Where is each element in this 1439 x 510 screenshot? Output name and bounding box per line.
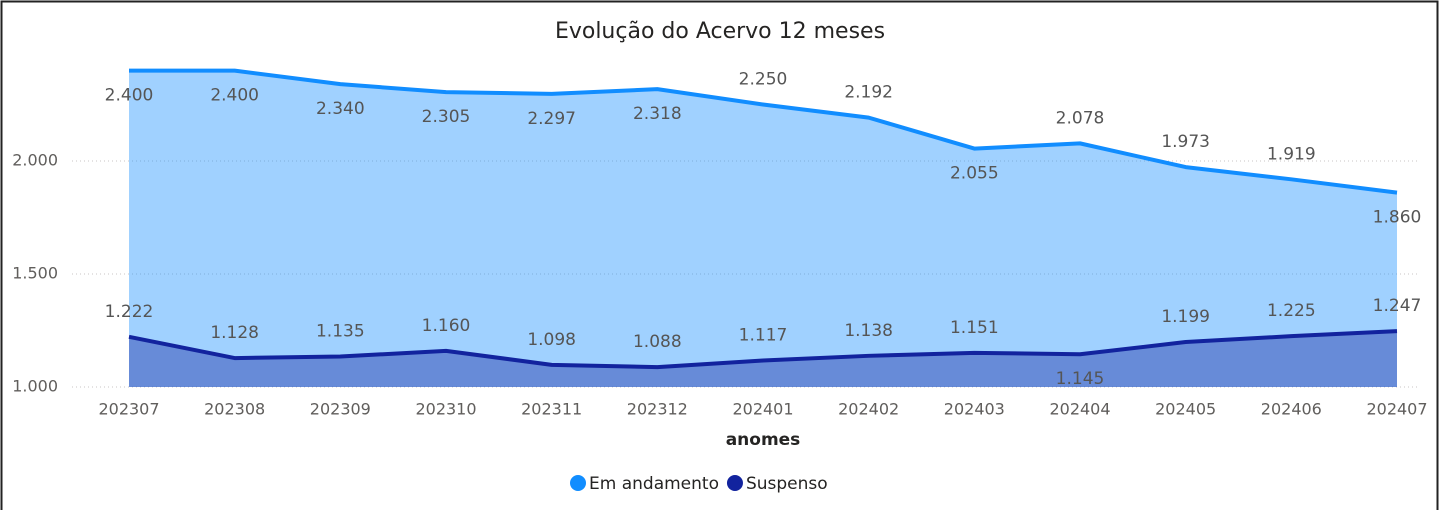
- area: [129, 70, 1397, 387]
- data-label: 2.318: [633, 104, 682, 124]
- x-tick-label: 202311: [521, 400, 582, 419]
- data-label: 1.135: [316, 321, 365, 341]
- data-label: 1.247: [1373, 296, 1422, 316]
- x-tick-label: 202312: [627, 400, 688, 419]
- x-tick-label: 202406: [1261, 400, 1322, 419]
- data-label: 2.340: [316, 99, 365, 119]
- chart-title: Evolução do Acervo 12 meses: [555, 19, 885, 44]
- legend-label: Em andamento: [589, 474, 719, 494]
- x-tick-label: 202307: [98, 400, 159, 419]
- data-label: 2.305: [422, 107, 471, 127]
- data-label: 2.400: [105, 86, 154, 106]
- data-label: 2.078: [1056, 108, 1105, 128]
- data-label: 1.160: [422, 316, 471, 336]
- x-tick-label: 202407: [1366, 400, 1427, 419]
- x-tick-label: 202402: [838, 400, 899, 419]
- x-tick-label: 202308: [204, 400, 265, 419]
- data-label: 1.151: [950, 318, 999, 338]
- line: [129, 68, 1398, 195]
- data-label: 1.199: [1161, 307, 1210, 327]
- data-label: 2.055: [950, 164, 999, 184]
- legend-marker: [570, 475, 586, 491]
- data-label: 1.860: [1373, 208, 1422, 228]
- x-tick-label: 202405: [1155, 400, 1216, 419]
- legend-marker: [726, 475, 743, 491]
- data-label: 1.919: [1267, 144, 1316, 164]
- data-label: 1.117: [739, 326, 788, 346]
- line: [128, 329, 1398, 370]
- data-label: 1.138: [844, 321, 893, 341]
- area: [129, 331, 1397, 387]
- data-label: 1.098: [527, 330, 576, 350]
- data-label: 2.192: [844, 83, 893, 103]
- x-axis-label: anomes: [726, 430, 801, 450]
- x-tick-label: 202309: [310, 400, 371, 419]
- data-label: 1.088: [633, 332, 682, 352]
- legend-label: Suspenso: [746, 474, 828, 494]
- data-label: 1.145: [1056, 369, 1105, 389]
- y-tick-label: 1.500: [12, 264, 58, 283]
- x-tick-label: 202404: [1049, 400, 1110, 419]
- y-tick-label: 1.000: [12, 377, 58, 396]
- x-tick-label: 202403: [944, 400, 1005, 419]
- data-label: 1.128: [210, 323, 259, 343]
- x-tick-label: 202310: [415, 400, 476, 419]
- data-label: 2.250: [739, 70, 788, 90]
- data-label: 1.973: [1161, 132, 1210, 152]
- x-tick-label: 202401: [732, 400, 793, 419]
- y-tick-label: 2.000: [12, 151, 58, 170]
- data-label: 1.225: [1267, 301, 1316, 321]
- data-label: 1.222: [105, 302, 154, 322]
- data-label: 2.400: [210, 86, 259, 106]
- data-label: 2.297: [527, 109, 576, 129]
